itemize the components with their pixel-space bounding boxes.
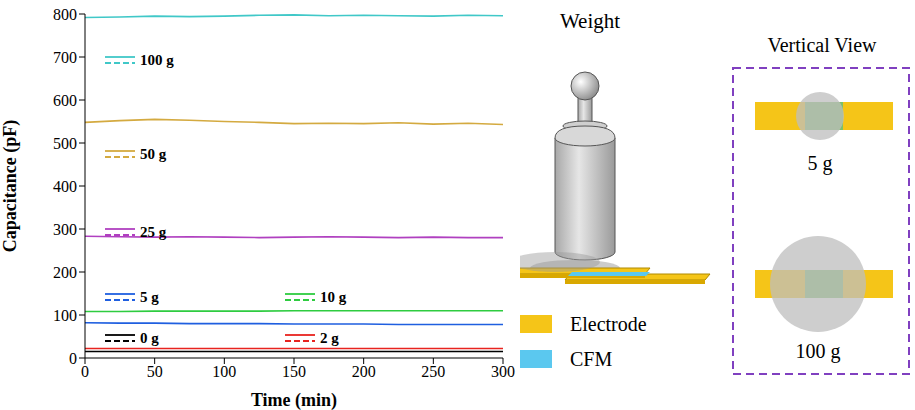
svg-text:5 g: 5 g xyxy=(808,152,833,175)
svg-text:700: 700 xyxy=(53,49,77,66)
svg-text:100: 100 xyxy=(53,307,77,324)
svg-text:Vertical View: Vertical View xyxy=(768,34,878,56)
svg-text:10 g: 10 g xyxy=(320,289,347,305)
svg-text:Weight: Weight xyxy=(560,9,620,33)
svg-text:Capacitance (pF): Capacitance (pF) xyxy=(0,120,21,252)
svg-text:50 g: 50 g xyxy=(140,146,167,162)
svg-text:0 g: 0 g xyxy=(140,330,159,346)
svg-text:50: 50 xyxy=(147,363,163,380)
svg-text:2 g: 2 g xyxy=(320,330,339,346)
svg-text:800: 800 xyxy=(53,6,77,23)
svg-text:25 g: 25 g xyxy=(140,224,167,240)
svg-text:150: 150 xyxy=(282,363,306,380)
svg-text:CFM: CFM xyxy=(570,348,612,370)
svg-text:5 g: 5 g xyxy=(140,289,159,305)
svg-text:0: 0 xyxy=(69,350,77,367)
svg-text:300: 300 xyxy=(491,363,515,380)
svg-text:Electrode: Electrode xyxy=(570,313,647,335)
svg-text:600: 600 xyxy=(53,92,77,109)
svg-text:100 g: 100 g xyxy=(140,52,174,68)
svg-text:200: 200 xyxy=(53,264,77,281)
svg-text:250: 250 xyxy=(421,363,445,380)
svg-text:300: 300 xyxy=(53,221,77,238)
svg-text:400: 400 xyxy=(53,178,77,195)
svg-text:200: 200 xyxy=(352,363,376,380)
svg-text:500: 500 xyxy=(53,135,77,152)
svg-text:0: 0 xyxy=(81,363,89,380)
svg-text:Time (min): Time (min) xyxy=(251,390,337,410)
svg-text:100: 100 xyxy=(212,363,236,380)
svg-text:100 g: 100 g xyxy=(796,340,841,363)
